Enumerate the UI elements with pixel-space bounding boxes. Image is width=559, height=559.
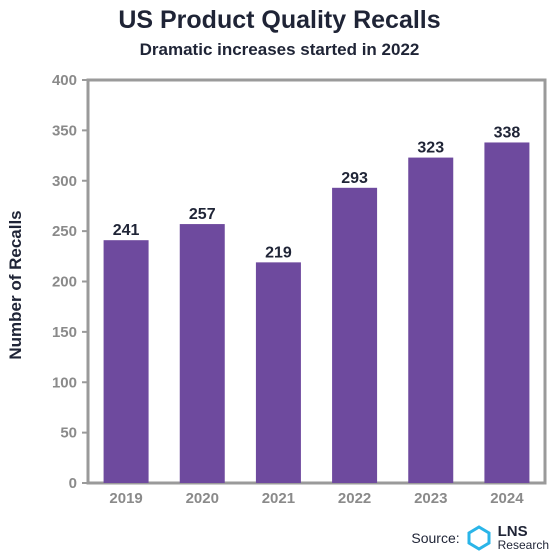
source-credit: Source: LNS Research <box>411 524 549 551</box>
x-tick-label: 2022 <box>338 490 371 507</box>
x-tick-label: 2023 <box>414 490 447 507</box>
data-label-2019: 241 <box>113 222 140 239</box>
y-axis-ticks: 0 50 100 150 200 250 300 350 400 <box>52 72 88 492</box>
y-axis-title: Number of Recalls <box>6 210 25 359</box>
data-label-2023: 323 <box>417 140 444 157</box>
bar-2020 <box>179 224 225 483</box>
bar-2019 <box>103 240 149 483</box>
y-tick-label: 300 <box>52 173 77 190</box>
chart-title: US Product Quality Recalls <box>118 6 441 34</box>
x-tick-label: 2024 <box>490 490 524 507</box>
y-tick-label: 350 <box>52 122 77 139</box>
x-tick-label: 2020 <box>186 490 219 507</box>
y-tick-label: 400 <box>52 72 77 89</box>
x-tick-label: 2021 <box>262 490 295 507</box>
plot-frame <box>86 78 547 485</box>
y-tick-label: 50 <box>60 425 77 442</box>
x-tick-label: 2019 <box>109 490 142 507</box>
y-tick-label: 100 <box>52 374 77 391</box>
data-label-2022: 293 <box>341 170 368 187</box>
plot-border <box>86 78 547 485</box>
bars: 241 257 219 293 323 338 <box>103 124 530 484</box>
logo-name: LNS <box>497 523 528 540</box>
bar-2022 <box>332 187 378 484</box>
source-label: Source: <box>411 529 460 546</box>
data-label-2021: 219 <box>265 244 292 261</box>
chart-subtitle: Dramatic increases started in 2022 <box>139 40 420 59</box>
bar-2023 <box>408 157 454 483</box>
y-tick-label: 150 <box>52 324 77 341</box>
lns-logo-icon <box>467 524 491 551</box>
bar-2024 <box>484 142 530 483</box>
data-label-2020: 257 <box>189 206 216 223</box>
logo-text: LNS Research <box>498 524 549 551</box>
y-tick-label: 200 <box>52 274 77 291</box>
y-tick-label: 0 <box>69 475 77 492</box>
logo-subtitle: Research <box>497 538 549 552</box>
y-tick-label: 250 <box>52 223 77 240</box>
bar-2021 <box>255 262 301 483</box>
data-label-2024: 338 <box>494 124 521 141</box>
x-axis-ticks: 2019 2020 2021 2022 2023 2024 <box>109 490 524 507</box>
